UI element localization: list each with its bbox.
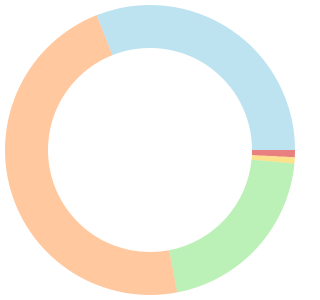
donut-slice: [251, 150, 295, 158]
page: (() => { const data = JSON.parse(documen…: [5, 5, 295, 296]
donut-slice: [96, 5, 295, 150]
donut-slice: [5, 15, 178, 296]
donut-slice: [251, 155, 295, 164]
donut-slice: [169, 159, 295, 293]
chart: [5, 5, 295, 296]
